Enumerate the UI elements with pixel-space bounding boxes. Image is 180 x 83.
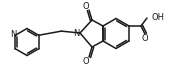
Text: N: N xyxy=(11,30,17,39)
Text: OH: OH xyxy=(152,13,165,21)
Text: N: N xyxy=(73,28,79,38)
Text: O: O xyxy=(83,1,89,11)
Text: O: O xyxy=(142,34,148,42)
Text: O: O xyxy=(83,57,89,65)
